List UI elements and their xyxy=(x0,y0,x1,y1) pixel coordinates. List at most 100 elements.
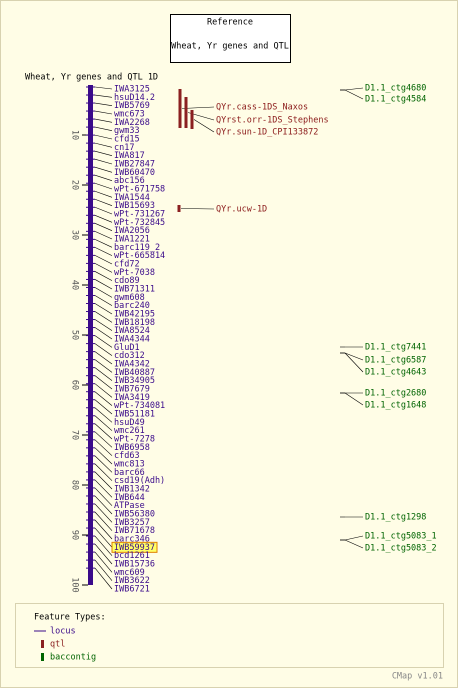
locus-connector xyxy=(94,303,113,315)
locus-label: cdo312 xyxy=(114,351,145,361)
locus-connector xyxy=(94,134,113,140)
locus-connector xyxy=(94,463,113,481)
locus-label: IWA2268 xyxy=(114,118,150,128)
locus-label: IWB6721 xyxy=(114,585,150,595)
qtl-connector xyxy=(180,208,215,210)
locus-label: wPt-7038 xyxy=(114,268,155,278)
locus-connector xyxy=(94,351,113,365)
legend-box xyxy=(15,603,444,668)
locus-connector xyxy=(94,110,113,115)
scale-label: 90 xyxy=(70,530,80,540)
locus-connector xyxy=(94,271,113,281)
contig-label: D1.1_ctg2680 xyxy=(365,389,426,399)
locus-connector xyxy=(94,407,113,423)
locus-label: IWA817 xyxy=(114,151,145,161)
qtl-bar xyxy=(178,89,182,128)
qtl-label: QYr.sun-1D_CPI133872 xyxy=(216,128,318,138)
locus-connector xyxy=(94,559,113,581)
contig-label: D1.1_ctg4680 xyxy=(365,84,426,94)
locus-label: wPt-671758 xyxy=(114,185,165,195)
locus-label: wmc261 xyxy=(114,426,145,436)
footer: CMap v1.01 xyxy=(392,672,443,682)
highlight xyxy=(111,541,158,553)
locus-label: cdo89 xyxy=(114,276,140,286)
locus-label: hsuD14.2 xyxy=(114,93,155,103)
locus-connector xyxy=(94,118,113,123)
locus-label: IWB3622 xyxy=(114,576,150,586)
locus-connector xyxy=(94,447,113,465)
contig-label: D1.1_ctg1298 xyxy=(365,513,426,523)
locus-label: wPt-734081 xyxy=(114,401,165,411)
locus-connector xyxy=(94,279,113,290)
reference-box xyxy=(170,14,291,63)
locus-connector xyxy=(94,535,113,556)
locus-label: IWB3257 xyxy=(114,518,150,528)
locus-label: cfd72 xyxy=(114,260,140,270)
scale-label: 20 xyxy=(70,180,80,190)
locus-label: wPt-732845 xyxy=(114,218,165,228)
scale-label: 70 xyxy=(70,430,80,440)
legend-qtl-icon xyxy=(41,640,44,648)
contig-connector xyxy=(344,539,364,549)
locus-label: ATPase xyxy=(114,501,145,511)
locus-connector xyxy=(94,190,113,198)
locus-connector xyxy=(94,471,113,490)
contig-label: D1.1_ctg5083_2 xyxy=(365,544,437,554)
locus-label: IWB18198 xyxy=(114,318,155,328)
locus-connector xyxy=(94,335,113,348)
locus-label: IWB27847 xyxy=(114,160,155,170)
contig-label: D1.1_ctg7441 xyxy=(365,343,426,353)
scale-label: 30 xyxy=(70,230,80,240)
locus-connector xyxy=(94,455,113,473)
locus-connector xyxy=(94,367,113,381)
locus-connector xyxy=(94,319,113,331)
locus-label: IWB40887 xyxy=(114,368,155,378)
locus-label: wmc673 xyxy=(114,110,145,120)
locus-label: barc240 xyxy=(114,301,150,311)
locus-connector xyxy=(94,311,113,323)
qtl-bar xyxy=(184,97,188,128)
locus-connector xyxy=(94,375,113,390)
locus-label: IWB5769 xyxy=(114,101,150,111)
legend-item: locus xyxy=(50,627,76,637)
locus-label: IWA4344 xyxy=(114,335,150,345)
legend-item: baccontig xyxy=(50,653,96,663)
locus-label: wPt-731267 xyxy=(114,210,165,220)
contig-label: D1.1_ctg4584 xyxy=(365,95,426,105)
contig-label: D1.1_ctg6587 xyxy=(365,356,426,366)
locus-connector xyxy=(94,327,113,340)
locus-connector xyxy=(94,263,113,273)
locus-label: IWA1544 xyxy=(114,193,150,203)
locus-connector xyxy=(94,126,113,131)
locus-connector xyxy=(94,182,113,190)
locus-connector xyxy=(94,94,113,98)
contig-connector xyxy=(344,89,364,100)
locus-label: abc156 xyxy=(114,176,145,186)
locus-connector xyxy=(94,551,113,573)
locus-label: IWA4342 xyxy=(114,360,150,370)
map-title: Wheat, Yr genes and QTL 1D xyxy=(25,73,158,83)
locus-label: cfd63 xyxy=(114,451,140,461)
locus-connector xyxy=(94,431,113,448)
locus-connector xyxy=(94,399,113,415)
locus-label: IWA3125 xyxy=(114,85,150,95)
locus-connector xyxy=(94,295,113,306)
legend-contig-icon xyxy=(41,653,44,661)
locus-connector xyxy=(94,527,113,548)
legend-item: qtl xyxy=(50,640,65,650)
contig-connector xyxy=(344,535,364,541)
locus-label: IWB15736 xyxy=(114,560,155,570)
locus-label: IWB6958 xyxy=(114,443,150,453)
locus-label: gwm33 xyxy=(114,126,140,136)
locus-label: bcd1261 xyxy=(114,551,150,561)
locus-label: GluD1 xyxy=(114,343,140,353)
qtl-label: QYr.ucw-1D xyxy=(216,205,267,215)
locus-connector xyxy=(94,567,113,590)
locus-label: IWB56380 xyxy=(114,510,155,520)
locus-label: csd19(Adh) xyxy=(114,476,165,486)
locus-label: cn17 xyxy=(114,143,134,153)
locus-label: IWA3419 xyxy=(114,393,150,403)
locus-label: cfd15 xyxy=(114,135,140,145)
